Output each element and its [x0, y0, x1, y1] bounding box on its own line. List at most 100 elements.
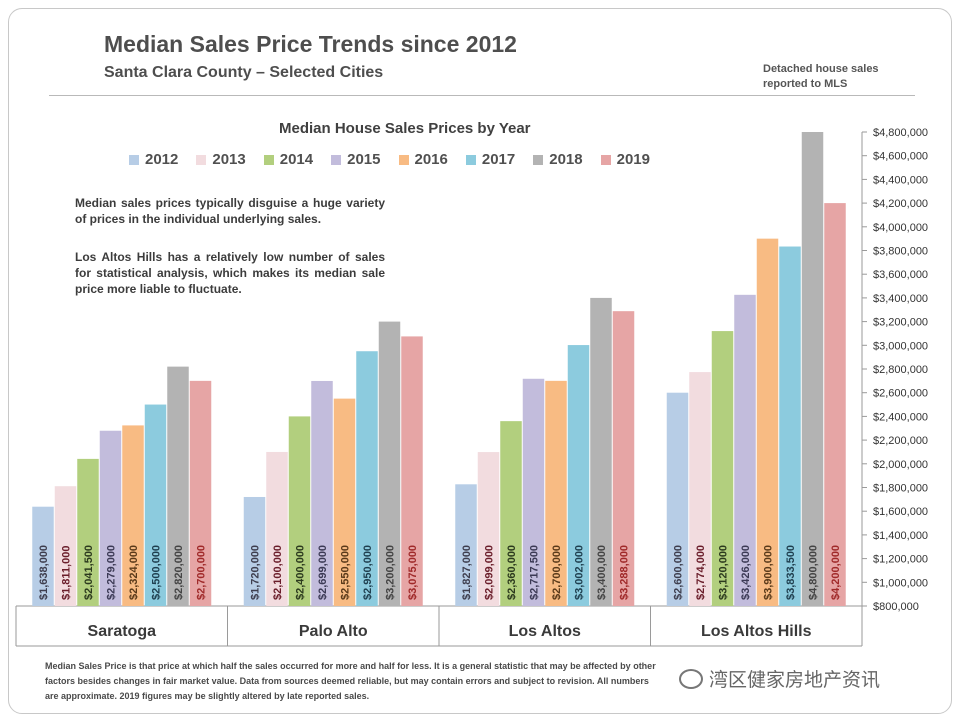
category-label: Palo Alto: [299, 623, 368, 640]
legend-swatch: [196, 154, 207, 165]
bar-value-label: $1,638,000: [38, 545, 50, 600]
y-tick-label: $3,800,000: [873, 246, 928, 258]
bar-value-label: $3,200,000: [385, 545, 397, 600]
category-label: Los Altos: [509, 623, 581, 640]
bar-2016: [122, 425, 144, 606]
bar-2012: [243, 496, 266, 606]
watermark: 湾区健家房地产资讯: [679, 665, 880, 692]
legend-item-2019: 2019: [600, 151, 650, 168]
y-tick-label: $2,600,000: [873, 388, 928, 400]
bar-value-label: $3,900,000: [763, 545, 775, 600]
bar-value-label: $3,120,000: [718, 545, 730, 600]
bar-2014: [77, 458, 99, 606]
bar-value-label: $2,700,000: [196, 545, 208, 600]
bar-2018: [801, 132, 824, 606]
legend-label: 2017: [481, 151, 516, 168]
bar-value-label: $2,550,000: [340, 545, 352, 600]
bar-2012: [455, 484, 477, 606]
bar-value-label: $2,717,500: [529, 545, 541, 600]
bar-2019: [401, 336, 423, 606]
bar-2012: [32, 506, 54, 606]
bar-2015: [311, 380, 333, 606]
bar-value-label: $2,500,000: [151, 545, 163, 600]
y-tick-label: $4,000,000: [873, 222, 928, 234]
bar-value-label: $1,827,000: [461, 545, 473, 600]
bar-value-label: $2,099,000: [484, 545, 496, 600]
y-tick-label: $2,000,000: [873, 459, 928, 471]
bar-value-label: $2,041,500: [83, 545, 95, 600]
y-tick-label: $800,000: [873, 601, 919, 613]
y-tick-label: $2,400,000: [873, 411, 928, 423]
bar-2016: [756, 238, 779, 606]
bar-2013: [477, 452, 500, 606]
source-note: Detached house sales reported to MLS: [763, 63, 879, 90]
legend-label: 2016: [414, 151, 448, 168]
wechat-icon: [679, 668, 703, 689]
legend-label: 2012: [145, 151, 179, 168]
bar-2014: [500, 421, 522, 606]
legend-swatch: [331, 154, 342, 165]
bar-value-label: $3,002,000: [574, 545, 586, 600]
bar-2016: [545, 380, 567, 606]
bar-2012: [666, 392, 689, 606]
legend-item-2014: 2014: [263, 151, 314, 168]
legend-item-2012: 2012: [129, 151, 178, 168]
legend-label: 2019: [616, 151, 650, 168]
y-tick-label: $2,800,000: [873, 364, 928, 376]
bar-value-label: $2,774,000: [695, 545, 707, 600]
legend-swatch: [263, 154, 274, 165]
bar-2017: [779, 246, 801, 606]
legend-item-2016: 2016: [398, 151, 448, 168]
page-title: Median Sales Price Trends since 2012: [104, 31, 517, 57]
bar-2019: [612, 311, 635, 606]
y-tick-label: $4,800,000: [873, 127, 928, 139]
footnote: Median Sales Price is that price at whic…: [45, 661, 656, 701]
header-divider: [49, 95, 915, 96]
bar-value-label: $3,400,000: [596, 545, 608, 600]
bar-value-label: $2,820,000: [173, 545, 185, 600]
legend-swatch: [600, 154, 611, 165]
y-tick-label: $3,400,000: [873, 293, 928, 305]
bar-2018: [167, 366, 189, 606]
bar-value-label: $2,324,000: [128, 545, 140, 600]
bar-value-label: $2,279,000: [106, 545, 118, 600]
note-paragraph-1: Median sales prices typically disguise a…: [75, 196, 385, 226]
bar-2016: [333, 398, 356, 606]
bar-2013: [54, 486, 77, 606]
legend-label: 2014: [279, 151, 314, 168]
legend-label: 2015: [347, 151, 381, 168]
legend-swatch: [533, 154, 544, 165]
bar-2017: [567, 345, 590, 606]
bar-2018: [378, 321, 401, 606]
bar-value-label: $2,699,000: [317, 545, 329, 600]
note-paragraph-2: Los Altos Hills has a relatively low num…: [75, 250, 385, 296]
bar-2017: [356, 351, 378, 606]
legend-swatch: [398, 154, 409, 165]
bar-value-label: $2,700,000: [551, 545, 563, 600]
legend-label: 2013: [212, 151, 246, 168]
legend-item-2015: 2015: [331, 151, 381, 168]
bar-2018: [590, 297, 612, 606]
category-label: Saratoga: [88, 623, 157, 640]
y-tick-label: $3,000,000: [873, 340, 928, 352]
bar-2015: [99, 430, 122, 606]
bar-value-label: $4,200,000: [830, 545, 842, 600]
bar-value-label: $2,600,000: [673, 545, 685, 600]
y-tick-label: $2,200,000: [873, 435, 928, 447]
category-label: Los Altos Hills: [701, 623, 812, 640]
bar-value-label: $2,100,000: [272, 545, 284, 600]
legend-label: 2018: [549, 151, 583, 168]
bar-value-label: $3,075,000: [407, 545, 419, 600]
bar-value-label: $2,400,000: [295, 545, 307, 600]
bar-2013: [689, 372, 711, 606]
y-tick-label: $1,800,000: [873, 483, 928, 495]
bar-2014: [711, 331, 734, 606]
bar-2017: [144, 404, 167, 606]
bar-value-label: $1,811,000: [61, 546, 73, 600]
page-subtitle: Santa Clara County – Selected Cities: [104, 64, 384, 81]
bar-2019: [824, 203, 846, 606]
y-tick-label: $3,200,000: [873, 317, 928, 329]
bar-value-label: $2,950,000: [362, 545, 374, 600]
bar-2015: [522, 378, 545, 606]
legend-item-2013: 2013: [196, 151, 246, 168]
